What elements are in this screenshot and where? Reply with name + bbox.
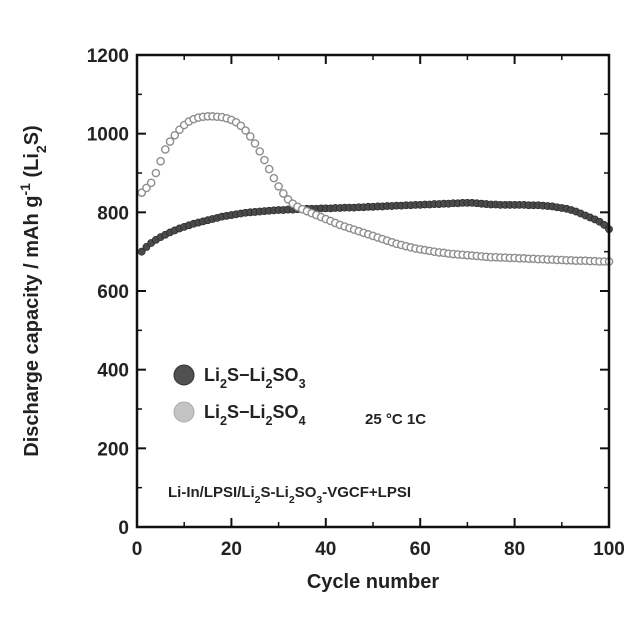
legend-label-series-2: Li2S−Li2SO4 xyxy=(204,402,306,428)
data-point-series-2 xyxy=(152,169,159,176)
ticks-layer xyxy=(137,55,609,527)
y-tick-label: 400 xyxy=(97,361,129,382)
y-axis-label: Discharge capacity / mAh g-1 (Li2S) xyxy=(17,125,49,456)
series-2 xyxy=(138,113,612,265)
legend: Li2S−Li2SO3 Li2S−Li2SO4 xyxy=(174,365,306,428)
y-tick-label: 600 xyxy=(97,282,129,303)
series-1 xyxy=(138,199,612,255)
x-tick-label: 0 xyxy=(132,539,143,560)
data-point-series-2 xyxy=(247,133,254,140)
data-point-series-2 xyxy=(275,183,282,190)
data-point-series-2 xyxy=(270,175,277,182)
legend-marker-series-2 xyxy=(174,402,194,422)
labels-layer: 020406080100020040060080010001200Cycle n… xyxy=(17,46,625,593)
data-point-series-2 xyxy=(148,179,155,186)
x-tick-label: 100 xyxy=(593,539,625,560)
data-point-series-2 xyxy=(266,165,273,172)
x-tick-label: 60 xyxy=(410,539,431,560)
y-tick-label: 0 xyxy=(118,518,129,539)
legend-marker-series-1 xyxy=(174,365,194,385)
data-point-series-2 xyxy=(251,140,258,147)
data-point-series-2 xyxy=(157,158,164,165)
y-tick-label: 800 xyxy=(97,203,129,224)
data-point-series-2 xyxy=(261,156,268,163)
cell-configuration-annotation: Li-In/LPSI/Li2S-Li2SO3-VGCF+LPSI xyxy=(168,484,411,506)
x-tick-label: 20 xyxy=(221,539,242,560)
x-tick-label: 40 xyxy=(315,539,336,560)
y-tick-label: 200 xyxy=(97,439,129,460)
data-point-series-2 xyxy=(166,138,173,145)
data-point-series-2 xyxy=(162,146,169,153)
conditions-annotation: 25 °C 1C xyxy=(365,411,426,428)
annotations: 25 °C 1C Li-In/LPSI/Li2S-Li2SO3-VGCF+LPSI xyxy=(168,411,426,506)
x-axis-label: Cycle number xyxy=(307,571,439,593)
y-tick-label: 1200 xyxy=(87,46,129,67)
legend-label-series-1: Li2S−Li2SO3 xyxy=(204,365,306,391)
y-tick-label: 1000 xyxy=(87,125,129,146)
plot-frame xyxy=(137,55,609,527)
series-layer xyxy=(138,113,612,265)
data-point-series-2 xyxy=(256,148,263,155)
x-tick-label: 80 xyxy=(504,539,525,560)
